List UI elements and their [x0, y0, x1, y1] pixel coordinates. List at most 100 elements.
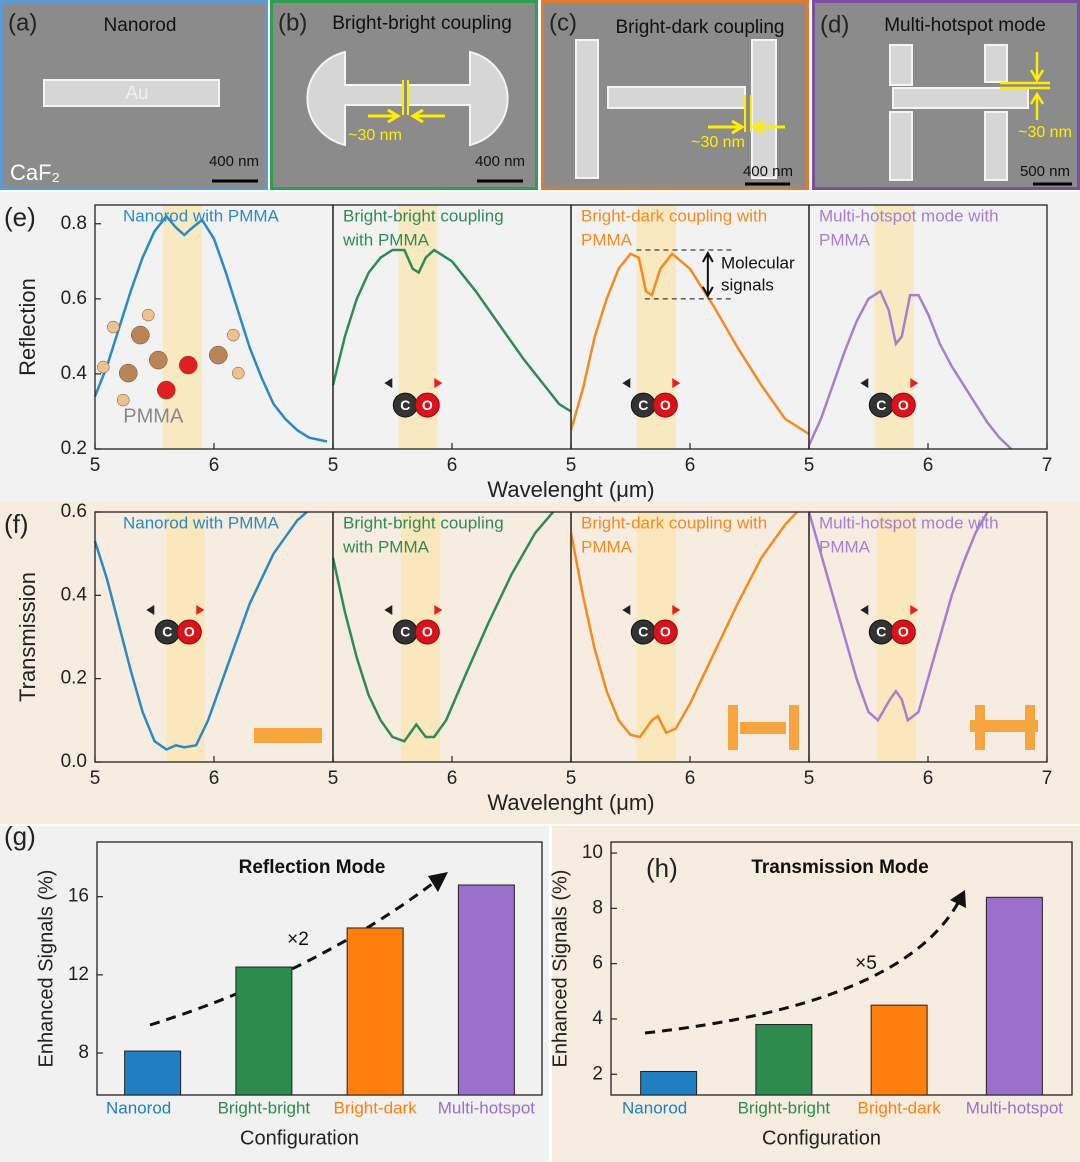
factor-label: ×2	[287, 929, 309, 950]
y-axis-label: Enhanced Signals (%)	[35, 870, 57, 1068]
gap-label: ~30 nm	[348, 127, 402, 144]
atom-label: O	[898, 624, 909, 640]
factor-label: ×5	[855, 953, 877, 974]
panel-title: Nanorod with PMMA	[123, 206, 280, 225]
panel-title: PMMA	[819, 537, 871, 556]
bar	[346, 927, 404, 1096]
dipole-arrowhead	[860, 605, 869, 615]
atom-label: C	[638, 624, 648, 640]
spectrum-line	[331, 248, 572, 413]
bar	[235, 966, 293, 1096]
y-tick-label: 4	[592, 1008, 603, 1029]
y-tick-label: 16	[68, 886, 89, 907]
row-e-bg	[0, 192, 1080, 502]
scale-label: 400 nm	[209, 153, 259, 170]
oxygen-atom	[652, 619, 678, 645]
pmma-atom	[97, 360, 110, 374]
oxygen-atom	[890, 619, 916, 645]
y-tick-label: 8	[78, 1042, 89, 1063]
dumbbell	[306, 50, 509, 147]
x-tick-label: 6	[209, 768, 220, 789]
atom-label: C	[638, 397, 648, 413]
atom-label: O	[184, 624, 195, 640]
atom-label: C	[400, 624, 410, 640]
gap-label: ~30 nm	[1018, 124, 1072, 141]
atom-label: C	[162, 624, 172, 640]
y-tick-label: 12	[68, 964, 89, 985]
dipole-arrowhead	[384, 605, 393, 615]
panel-title: Bright-bright coupling	[332, 13, 512, 34]
y-tick-label: 10	[582, 842, 603, 863]
y-axis-label: Transmission	[15, 572, 40, 702]
dipole-arrowhead	[434, 378, 443, 389]
y-axis-label: Reflection	[15, 278, 40, 376]
panel-title: Nanorod with PMMA	[123, 513, 280, 532]
panel-title: Bright-dark coupling with	[581, 206, 767, 225]
pmma-atom	[209, 345, 228, 365]
multi-hotspot-icon	[970, 720, 1038, 732]
pmma-atom	[227, 328, 240, 342]
x-tick-label: Bright-bright	[218, 1098, 311, 1117]
panel-label: (g)	[4, 821, 36, 851]
plot-frame	[96, 841, 543, 1096]
panel-title: PMMA	[581, 230, 633, 249]
x-tick-label: 5	[328, 455, 339, 476]
x-tick-label: Bright-bright	[738, 1098, 831, 1117]
bright-dark-icon	[728, 705, 738, 750]
x-tick-label: 5	[90, 768, 101, 789]
pmma-atom	[131, 325, 150, 345]
y-tick-label: 0.6	[61, 288, 87, 309]
atom-label: O	[660, 397, 671, 413]
pmma-atom	[107, 320, 120, 334]
spectrum-line	[807, 511, 989, 723]
trend-arrow	[644, 902, 960, 1035]
signal-arrow	[701, 250, 714, 298]
spectrum-line	[331, 511, 555, 743]
sem-panels: Au (a) Nanorod CaF₂ 400 nm ~30 nm (b) Br…	[0, 0, 1080, 190]
panel-title: PMMA	[581, 537, 633, 556]
x-axis-label: Wavelenght (μm)	[487, 477, 654, 502]
nanorod-icon	[254, 728, 322, 743]
atom-label: O	[422, 624, 433, 640]
oxygen-atom	[414, 392, 440, 418]
spectrum-line	[569, 511, 799, 739]
spectrum-line	[93, 214, 328, 443]
spectrum-line	[569, 252, 810, 436]
panel-label: (f)	[4, 509, 29, 539]
y-tick-label: 8	[592, 897, 603, 918]
pmma-atom	[157, 380, 176, 400]
y-tick-label: 0.2	[61, 668, 87, 689]
row-f-bg	[0, 502, 1080, 824]
dipole-arrowhead	[434, 605, 443, 615]
panel-title: Multi-hotspot mode	[884, 15, 1046, 36]
atom-label: O	[898, 397, 909, 413]
x-tick-label: 5	[566, 455, 577, 476]
signal-note: signals	[721, 276, 774, 295]
x-tick-label: Nanorod	[622, 1098, 687, 1117]
dipole-arrowhead	[622, 378, 631, 389]
x-tick-label: 6	[447, 768, 458, 789]
substrate-label: CaF₂	[10, 160, 60, 185]
molecule-label: PMMA	[123, 405, 184, 427]
panel-title: Bright-bright coupling	[343, 206, 504, 225]
chart-title: Transmission Mode	[751, 857, 928, 878]
pmma-atom	[142, 308, 155, 322]
x-axis-label: Wavelenght (μm)	[487, 790, 654, 815]
x-axis-label: Configuration	[762, 1127, 881, 1149]
x-tick-label: 7	[1042, 768, 1053, 789]
bar	[124, 1050, 182, 1096]
panel-label: (c)	[549, 9, 577, 36]
pmma-atom	[232, 366, 245, 380]
x-tick-label: Multi-hotspot	[438, 1098, 536, 1117]
signal-note: Molecular	[721, 254, 795, 273]
bar	[985, 896, 1043, 1096]
panel-label: (b)	[278, 9, 307, 36]
dipole-arrowhead	[146, 605, 155, 615]
dipole-arrowhead	[910, 605, 919, 615]
atom-label: C	[876, 397, 886, 413]
gap-arrows	[368, 108, 445, 124]
atom-label: O	[660, 624, 671, 640]
multi-hotspot-structure	[889, 44, 1029, 181]
x-tick-label: 7	[1042, 455, 1053, 476]
chart-title: Reflection Mode	[239, 857, 386, 878]
